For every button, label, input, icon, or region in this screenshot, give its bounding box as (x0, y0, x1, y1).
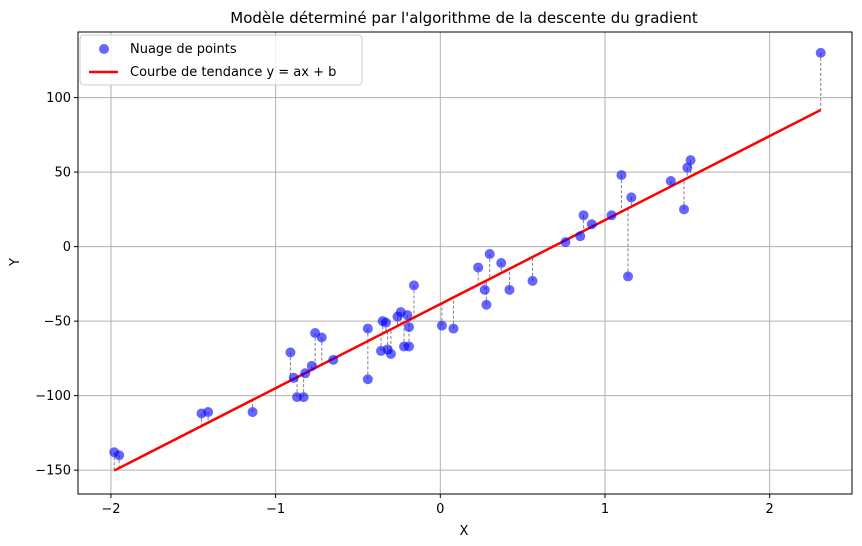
data-point (679, 204, 690, 215)
chart-title: Modèle déterminé par l'algorithme de la … (230, 9, 698, 27)
y-axis-ticks: −150 −100 −50 0 50 100 (35, 91, 78, 479)
data-point (481, 299, 492, 310)
data-point (504, 284, 515, 295)
y-tick-label: 100 (46, 91, 71, 106)
legend-label-points: Nuage de points (130, 42, 237, 57)
y-tick-label: 0 (63, 240, 71, 255)
data-point (560, 237, 571, 248)
data-point (380, 317, 391, 328)
data-point (362, 374, 373, 385)
data-point (586, 219, 597, 230)
y-tick-label: −100 (35, 389, 71, 404)
data-point (408, 280, 419, 291)
legend: Nuage de points Courbe de tendance y = a… (79, 34, 363, 86)
data-point (626, 192, 637, 203)
data-point (362, 323, 373, 334)
data-point (575, 231, 586, 242)
x-tick-label: 0 (436, 502, 444, 517)
data-point (402, 310, 413, 321)
data-point (114, 450, 125, 461)
grid (78, 32, 852, 494)
x-tick-label: −2 (101, 502, 120, 517)
data-point (247, 407, 258, 418)
data-point (496, 258, 507, 268)
data-point (316, 332, 327, 343)
data-point (578, 210, 589, 221)
data-point (404, 341, 415, 352)
data-point (404, 322, 415, 333)
data-point (298, 392, 309, 403)
data-point (623, 271, 634, 282)
data-point (616, 170, 627, 181)
data-point (436, 320, 447, 331)
legend-box (79, 34, 363, 86)
data-point (685, 155, 696, 166)
x-axis-label: X (460, 524, 469, 539)
data-point (288, 372, 299, 383)
trend-line (113, 108, 822, 472)
data-point (285, 347, 296, 358)
y-axis-label: Y (8, 258, 23, 267)
data-point (306, 360, 317, 371)
x-axis-ticks: −2 −1 0 1 2 (101, 494, 774, 517)
legend-label-trend: Courbe de tendance y = ax + b (130, 65, 336, 80)
data-point (527, 275, 538, 286)
trend-line-group (113, 108, 822, 472)
data-point (665, 176, 676, 187)
data-point (328, 354, 339, 365)
data-point (300, 368, 311, 379)
data-point (203, 407, 214, 418)
data-point (484, 249, 495, 260)
x-tick-label: 2 (766, 502, 774, 517)
data-point (815, 47, 826, 58)
x-tick-label: −1 (266, 502, 285, 517)
y-tick-label: 50 (54, 166, 71, 181)
data-point (682, 162, 693, 173)
y-tick-label: −150 (35, 464, 71, 479)
data-point (448, 323, 459, 334)
x-tick-label: 1 (601, 502, 609, 517)
legend-point-marker (99, 44, 109, 54)
y-tick-label: −50 (44, 315, 71, 330)
scatter-points (109, 47, 826, 461)
data-point (385, 348, 396, 359)
data-point (473, 262, 484, 273)
data-point (479, 284, 490, 295)
data-point (606, 210, 617, 221)
plot-frame (77, 31, 853, 495)
